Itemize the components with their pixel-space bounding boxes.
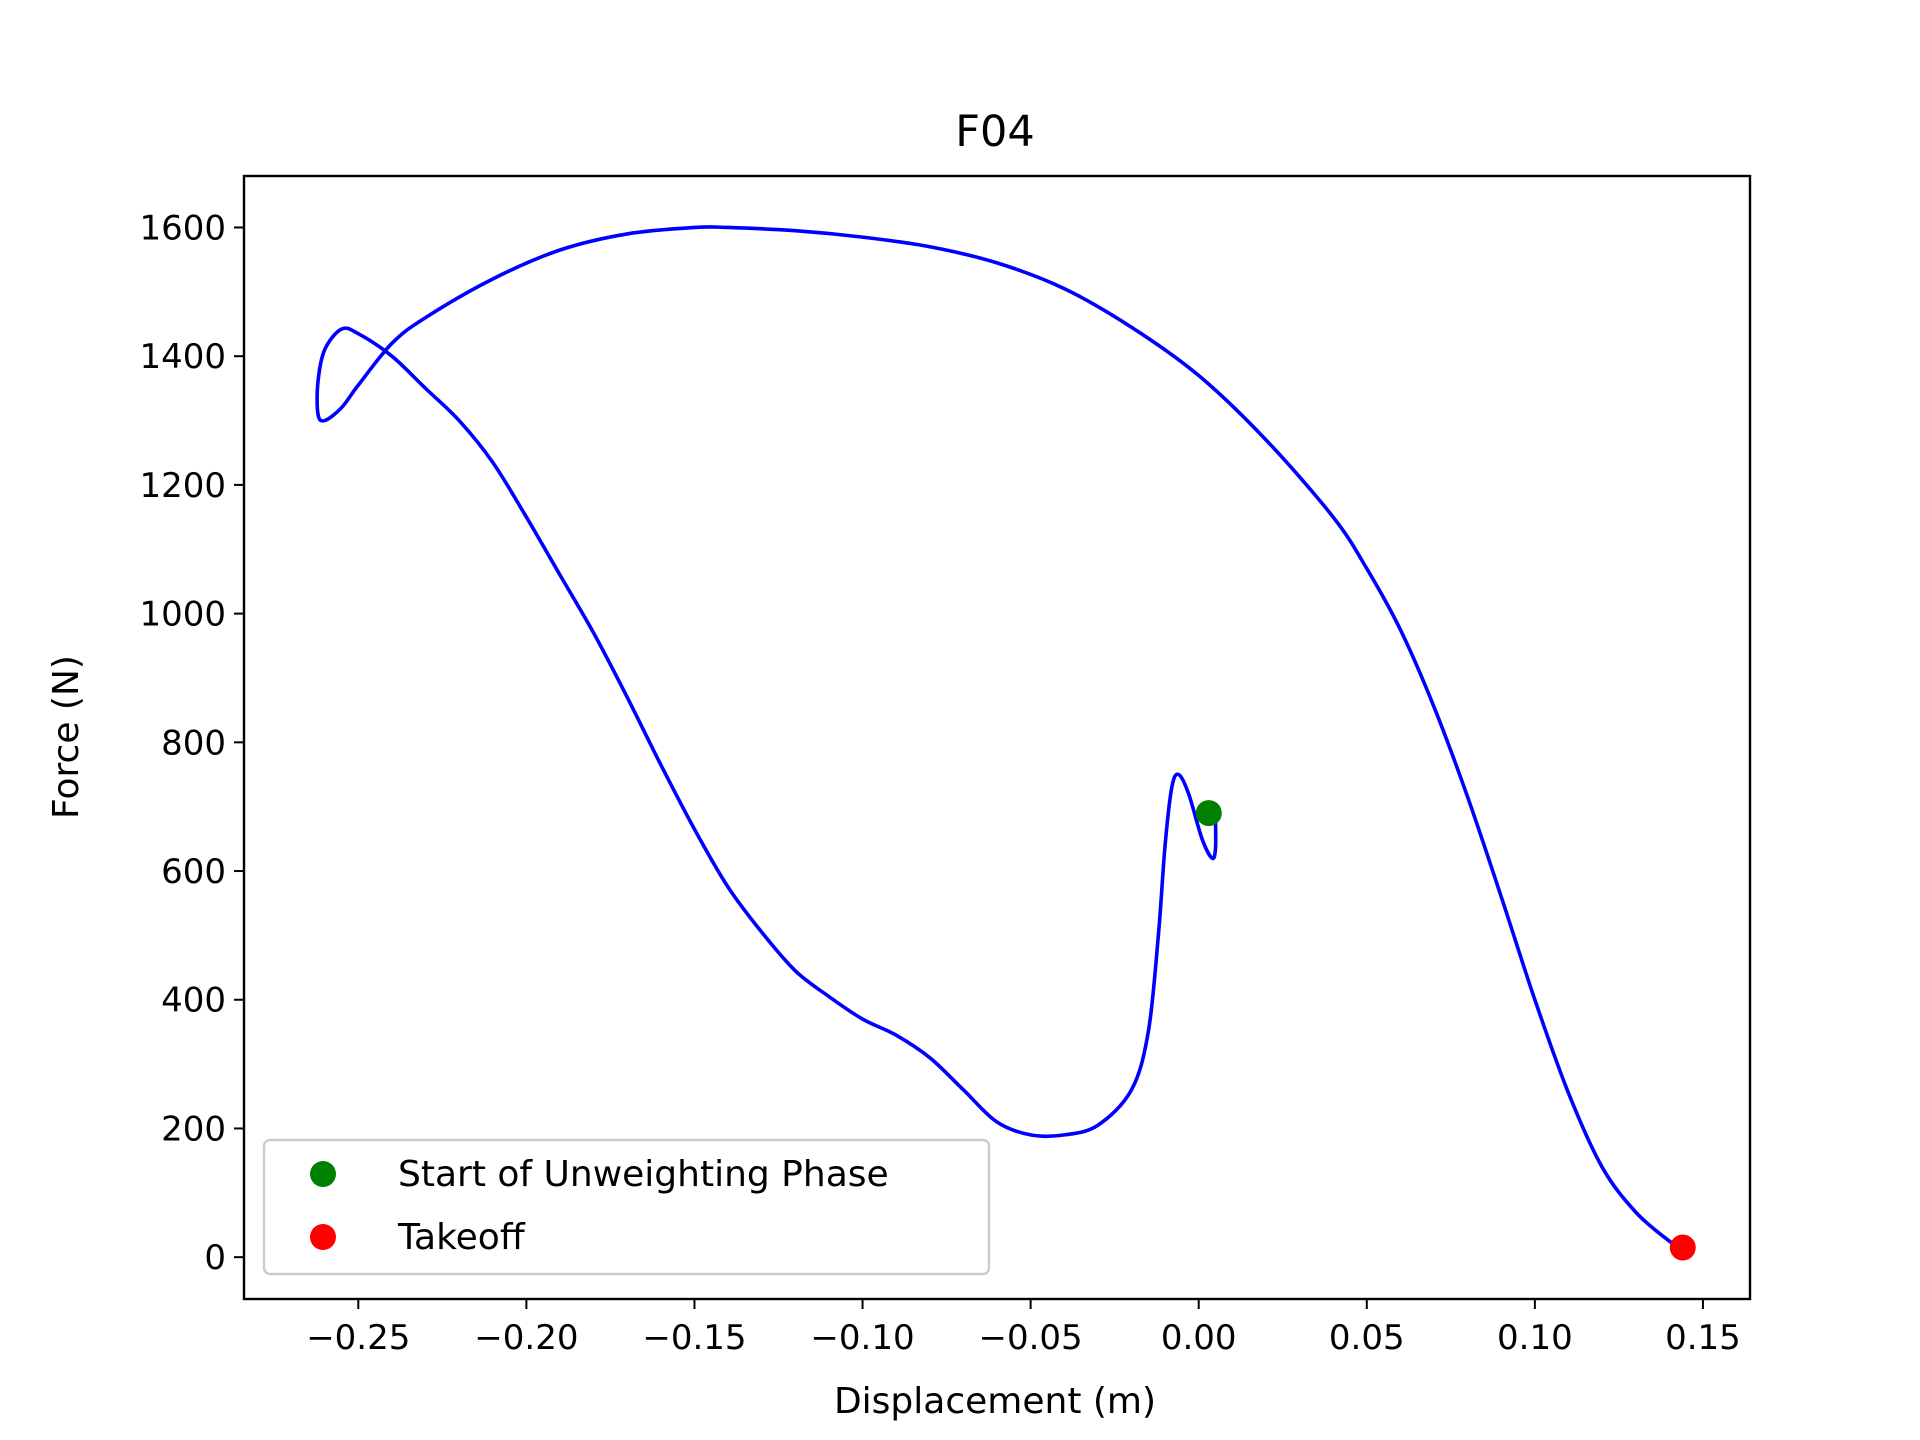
y-tick-label: 400	[161, 981, 226, 1021]
y-tick-label: 0	[204, 1238, 226, 1278]
y-tick-label: 800	[161, 723, 226, 763]
plot-area	[315, 225, 1696, 1261]
x-tick-label: −0.05	[979, 1318, 1083, 1358]
legend: Start of Unweighting Phase Takeoff	[262, 1138, 991, 1276]
x-tick-label: −0.20	[474, 1318, 578, 1358]
x-axis-label: Displacement (m)	[834, 1381, 1156, 1422]
x-tick-label: −0.10	[810, 1318, 914, 1358]
x-tick-label: −0.25	[306, 1318, 410, 1358]
x-tick-label: −0.15	[642, 1318, 746, 1358]
marker-start-unweighting	[1195, 800, 1222, 827]
legend-label-takeoff: Takeoff	[397, 1217, 526, 1258]
legend-marker-start-unweighting	[310, 1161, 336, 1187]
y-tick-label: 200	[161, 1109, 226, 1149]
x-axis: −0.25 −0.20 −0.15 −0.10 −0.05 0.00 0.05 0.10 0.1…	[306, 1299, 1741, 1358]
legend-marker-takeoff	[310, 1224, 336, 1250]
x-tick-label: 0.00	[1161, 1318, 1237, 1358]
y-tick-label: 1000	[139, 595, 226, 635]
x-tick-label: 0.15	[1665, 1318, 1741, 1358]
marker-takeoff	[1669, 1234, 1696, 1261]
plot-frame	[242, 174, 1752, 1301]
legend-box	[262, 1138, 991, 1276]
x-tick-label: 0.10	[1497, 1318, 1573, 1358]
y-tick-label: 600	[161, 852, 226, 892]
y-axis: 0 200 400 600 800 1000 1200 1400 1600	[139, 208, 244, 1278]
y-axis-label: Force (N)	[46, 655, 87, 819]
y-tick-label: 1600	[139, 208, 226, 248]
x-tick-label: 0.05	[1329, 1318, 1405, 1358]
legend-label-start-unweighting: Start of Unweighting Phase	[398, 1154, 889, 1195]
y-tick-label: 1400	[139, 337, 226, 377]
series-line-0	[315, 225, 1685, 1252]
y-tick-label: 1200	[139, 466, 226, 506]
chart-title: F04	[955, 107, 1034, 157]
